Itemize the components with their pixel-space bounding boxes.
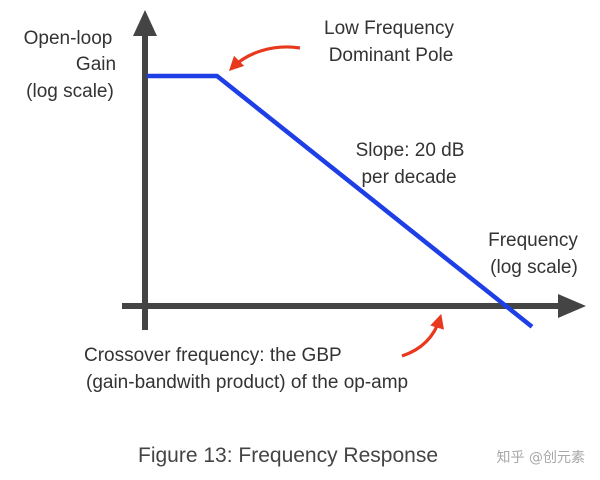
pole-annotation-line: Low Frequency: [324, 18, 454, 39]
crossover-arrow-icon: [401, 313, 444, 358]
x-axis-label: Frequency (log scale): [488, 230, 578, 278]
watermark: 知乎 @创元素: [497, 449, 585, 466]
crossover-annotation-line: (gain-bandwith product) of the op-amp: [86, 372, 408, 393]
slope-annotation-line: Slope: 20 dB: [356, 140, 465, 161]
slope-annotation-line: per decade: [361, 167, 456, 188]
crossover-annotation: Crossover frequency: the GBP (gain-bandw…: [84, 313, 444, 393]
figure-caption: Figure 13: Frequency Response: [138, 444, 438, 467]
x-axis-label-line: Frequency: [488, 230, 578, 251]
slope-annotation: Slope: 20 dB per decade: [356, 140, 465, 188]
y-axis-label-line: Gain: [76, 54, 116, 75]
crossover-annotation-line: Crossover frequency: the GBP: [84, 345, 342, 366]
y-axis-label: Open-loop Gain (log scale): [24, 28, 116, 102]
y-axis-label-line: Open-loop: [24, 28, 113, 49]
x-axis-arrow-icon: [558, 294, 586, 318]
axes: [122, 10, 586, 330]
pole-arrow-icon: [228, 45, 301, 72]
pole-annotation-line: Dominant Pole: [329, 45, 454, 66]
x-axis-label-line: (log scale): [490, 257, 578, 278]
gain-response-line: [147, 73, 534, 329]
pole-annotation: Low Frequency Dominant Pole: [228, 18, 454, 72]
y-axis-label-line: (log scale): [26, 81, 114, 102]
y-axis-arrow-icon: [133, 10, 157, 36]
